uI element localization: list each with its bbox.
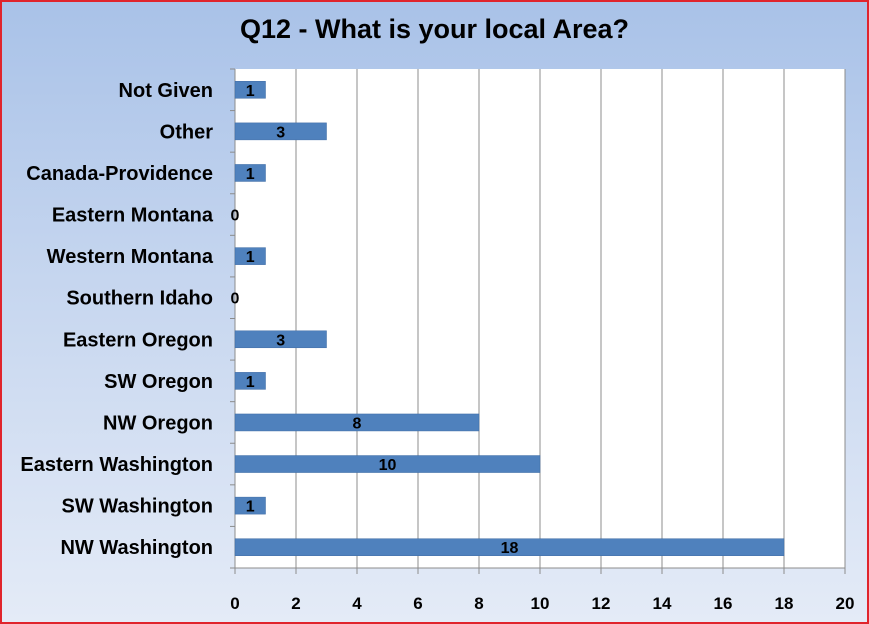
data-label: 1 (246, 83, 255, 100)
x-tick-label: 6 (413, 594, 422, 613)
data-label: 18 (501, 540, 519, 557)
category-labels: Not Given Other Canada-Providence Eastern M… (20, 80, 213, 559)
data-label: 0 (231, 208, 240, 225)
category-label: SW Oregon (104, 371, 213, 393)
x-tick-label: 4 (352, 594, 362, 613)
x-tick-label: 2 (291, 594, 300, 613)
category-label: NW Washington (60, 537, 213, 559)
data-label: 1 (246, 374, 255, 391)
category-label: Canada-Providence (26, 163, 213, 185)
category-label: Southern Idaho (66, 288, 213, 310)
data-label: 3 (276, 332, 285, 349)
data-label: 1 (246, 166, 255, 183)
category-label: Other (160, 121, 214, 143)
x-tick-label: 8 (474, 594, 483, 613)
bar (234, 164, 266, 182)
bar (234, 81, 266, 99)
bar (234, 122, 327, 141)
category-label: Eastern Montana (52, 205, 214, 227)
category-label: Not Given (119, 80, 213, 102)
gridlines (230, 68, 846, 574)
data-label: 3 (276, 124, 285, 141)
data-label: 8 (353, 415, 362, 432)
x-tick-labels: 0 2 4 6 8 10 12 14 16 18 20 (230, 594, 854, 613)
data-label: 0 (231, 291, 240, 308)
x-tick-label: 12 (592, 594, 611, 613)
x-tick-label: 20 (836, 594, 855, 613)
bar (234, 455, 541, 473)
category-label: Western Montana (47, 246, 214, 268)
category-label: Eastern Oregon (63, 329, 213, 351)
x-tick-label: 14 (653, 594, 672, 613)
bar (234, 247, 266, 265)
category-label: Eastern Washington (20, 454, 213, 476)
category-label: NW Oregon (103, 412, 213, 434)
data-label: 1 (246, 249, 255, 266)
bar (234, 496, 266, 515)
category-label: SW Washington (62, 496, 213, 518)
chart-title: Q12 - What is your local Area? (239, 14, 630, 44)
data-label: 10 (379, 457, 397, 474)
x-tick-label: 16 (714, 594, 733, 613)
x-tick-label: 10 (531, 594, 550, 613)
bars (234, 81, 785, 556)
bar (234, 330, 327, 349)
data-label: 1 (246, 499, 255, 516)
bar (234, 413, 480, 432)
x-tick-label: 18 (775, 594, 794, 613)
bar (234, 372, 266, 390)
bar (234, 538, 785, 556)
x-tick-label: 0 (230, 594, 239, 613)
